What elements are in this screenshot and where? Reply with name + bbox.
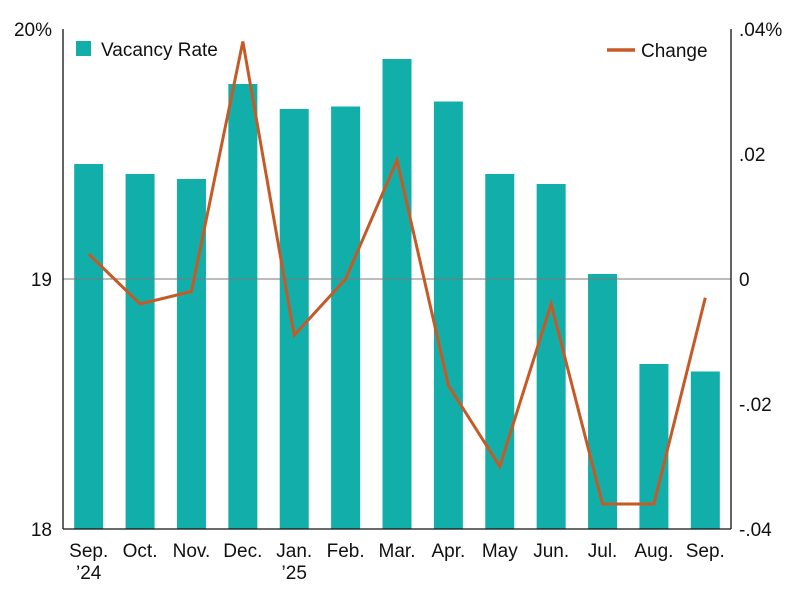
x-tick-label: Apr. <box>431 541 465 562</box>
line-change <box>87 41 707 506</box>
x-tick-label: ’25 <box>282 563 307 584</box>
x-tick-label: Jul. <box>588 541 618 562</box>
x-tick-label: Mar. <box>379 541 416 562</box>
bar-vacancy-rate <box>382 59 412 529</box>
x-tick-label: Feb. <box>327 541 365 562</box>
x-tick-label: Aug. <box>634 541 673 562</box>
x-tick-label: Jan. <box>276 541 312 562</box>
x-tick-label: May <box>482 541 518 562</box>
x-tick-label: Sep. <box>69 541 108 562</box>
legend-label-change: Change <box>641 41 708 62</box>
x-tick-label: ’24 <box>76 563 102 584</box>
y-right-tick-label: .04% <box>739 20 782 41</box>
bar-vacancy-rate <box>690 371 720 529</box>
bar-vacancy-rate <box>536 184 566 529</box>
y-right-tick-label: 0 <box>739 270 750 291</box>
bar-vacancy-rate <box>485 174 515 529</box>
bar-vacancy-rate <box>176 179 206 529</box>
bar-vacancy-rate <box>74 164 104 529</box>
x-tick-label: Nov. <box>173 541 211 562</box>
y-right-tick-label: -.02 <box>739 395 772 416</box>
y-left-tick-label: 19 <box>31 270 52 291</box>
bar-vacancy-rate <box>433 101 463 529</box>
bar-vacancy-rate <box>228 84 258 529</box>
x-tick-label: Oct. <box>123 541 158 562</box>
y-left-tick-label: 18 <box>31 520 52 541</box>
x-tick-label: Jun. <box>533 541 569 562</box>
legend-label-vacancy-rate: Vacancy Rate <box>101 40 218 61</box>
y-right-tick-label: -.04 <box>739 520 772 541</box>
x-tick-label: Sep. <box>686 541 725 562</box>
y-left-tick-label: 20% <box>14 20 52 41</box>
bar-vacancy-rate <box>331 106 361 529</box>
bar-vacancy-rate <box>279 109 309 529</box>
legend-swatch-vacancy-rate <box>76 41 91 56</box>
x-tick-label: Dec. <box>223 541 262 562</box>
y-right-tick-label: .02 <box>739 145 765 166</box>
bar-vacancy-rate <box>125 174 155 529</box>
bar-vacancy-rate <box>588 274 618 529</box>
